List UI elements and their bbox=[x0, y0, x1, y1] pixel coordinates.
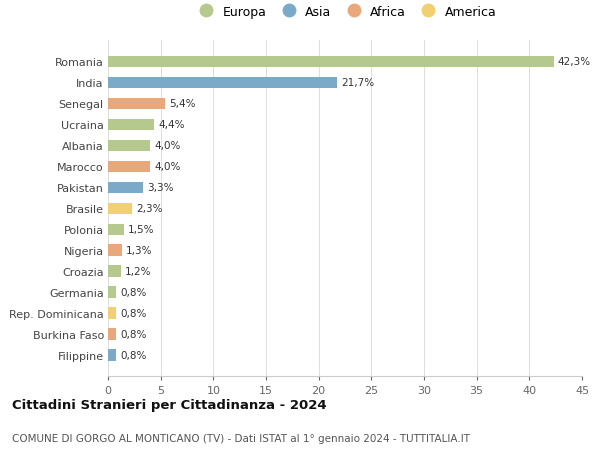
Bar bbox=[108, 287, 116, 298]
Text: 4,0%: 4,0% bbox=[154, 162, 181, 172]
Bar bbox=[108, 56, 554, 68]
Text: 1,2%: 1,2% bbox=[125, 267, 151, 277]
Bar bbox=[108, 98, 165, 110]
Text: 42,3%: 42,3% bbox=[558, 57, 591, 67]
Bar bbox=[108, 350, 116, 361]
Bar bbox=[108, 245, 122, 257]
Legend: Europa, Asia, Africa, America: Europa, Asia, Africa, America bbox=[188, 0, 502, 23]
Text: 5,4%: 5,4% bbox=[169, 99, 196, 109]
Text: 1,5%: 1,5% bbox=[128, 225, 155, 235]
Bar bbox=[108, 266, 121, 277]
Text: 0,8%: 0,8% bbox=[121, 350, 147, 360]
Bar bbox=[108, 119, 154, 131]
Bar bbox=[108, 161, 150, 173]
Text: 0,8%: 0,8% bbox=[121, 288, 147, 297]
Text: Cittadini Stranieri per Cittadinanza - 2024: Cittadini Stranieri per Cittadinanza - 2… bbox=[12, 398, 326, 412]
Text: 21,7%: 21,7% bbox=[341, 78, 374, 88]
Bar bbox=[108, 203, 132, 215]
Text: 4,4%: 4,4% bbox=[158, 120, 185, 130]
Bar bbox=[108, 182, 143, 194]
Bar bbox=[108, 224, 124, 235]
Text: 4,0%: 4,0% bbox=[154, 141, 181, 151]
Text: 2,3%: 2,3% bbox=[136, 204, 163, 214]
Text: 0,8%: 0,8% bbox=[121, 308, 147, 319]
Bar bbox=[108, 140, 150, 152]
Bar bbox=[108, 308, 116, 319]
Bar bbox=[108, 329, 116, 340]
Text: 1,3%: 1,3% bbox=[126, 246, 152, 256]
Bar bbox=[108, 78, 337, 89]
Text: 0,8%: 0,8% bbox=[121, 330, 147, 340]
Text: 3,3%: 3,3% bbox=[147, 183, 173, 193]
Text: COMUNE DI GORGO AL MONTICANO (TV) - Dati ISTAT al 1° gennaio 2024 - TUTTITALIA.I: COMUNE DI GORGO AL MONTICANO (TV) - Dati… bbox=[12, 433, 470, 442]
